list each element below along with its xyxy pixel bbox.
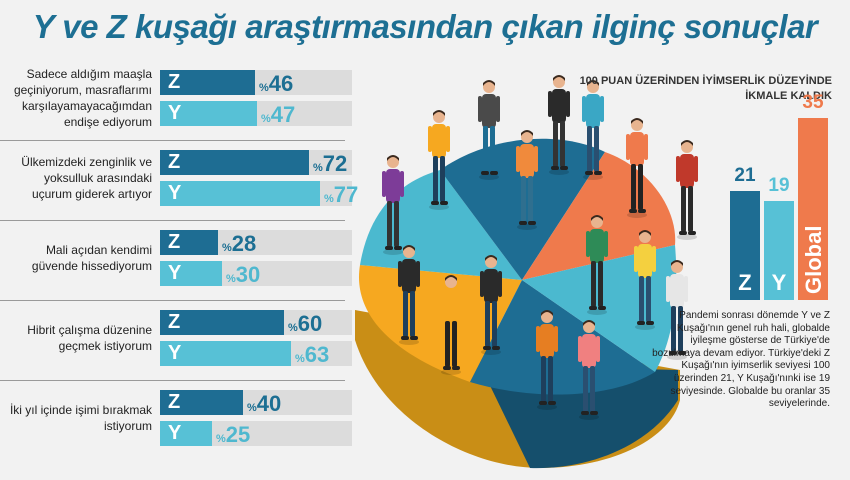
bar-track: Z %40	[160, 390, 352, 417]
bar-letter-z: Z	[168, 151, 181, 173]
bar-track: Z %46	[160, 70, 352, 97]
bar-letter-z: Z	[168, 231, 181, 253]
person-figure	[478, 80, 500, 180]
percent-symbol: %	[216, 433, 226, 445]
optimism-value-y: 19	[768, 175, 790, 196]
bar-y: Y	[160, 101, 257, 126]
value-number: 77	[333, 182, 359, 207]
bar-track: Z %72	[160, 150, 352, 177]
optimism-bar-global	[798, 118, 828, 300]
bar-z: Z	[160, 70, 255, 95]
percent-symbol: %	[261, 113, 271, 125]
bar-track: Y %30	[160, 261, 352, 288]
bar-track: Y %47	[160, 101, 352, 128]
value-number: 72	[322, 151, 348, 176]
bar-y: Y	[160, 261, 222, 286]
percent-symbol: %	[226, 273, 236, 285]
optimism-bar-z	[730, 191, 760, 300]
value-label-y: %25	[216, 422, 250, 448]
bar-z: Z	[160, 390, 243, 415]
question-label: Sadece aldığım maaşla geçiniyorum, masra…	[13, 67, 152, 129]
optimism-value-global: 35	[802, 92, 824, 113]
optimism-label-z: Z	[738, 270, 752, 295]
bar-letter-z: Z	[168, 391, 181, 413]
bar-letter-z: Z	[168, 71, 181, 93]
page-title: Y ve Z kuşağı araştırmasından çıkan ilgi…	[32, 8, 818, 45]
value-label-z: %72	[313, 151, 347, 177]
row-divider	[0, 140, 345, 141]
value-label-z: %40	[247, 391, 281, 417]
person-figure	[440, 275, 462, 375]
bar-letter-y: Y	[168, 182, 182, 204]
bar-z: Z	[160, 230, 218, 255]
person-figure	[586, 215, 608, 315]
value-number: 25	[225, 422, 251, 447]
value-number: 46	[268, 71, 294, 96]
person-figure	[480, 255, 502, 355]
percent-symbol: %	[313, 162, 323, 174]
bar-letter-z: Z	[168, 311, 181, 333]
bar-letter-y: Y	[168, 262, 182, 284]
person-figure	[582, 80, 604, 180]
bar-y: Y	[160, 341, 291, 366]
value-label-z: %28	[222, 231, 256, 257]
bar-track: Y %25	[160, 421, 352, 448]
bar-y: Y	[160, 421, 212, 446]
row-divider	[0, 220, 345, 221]
optimism-label-global: Global	[801, 225, 826, 294]
person-figure	[516, 130, 538, 230]
person-figure	[666, 260, 688, 360]
bar-track: Y %63	[160, 341, 352, 368]
optimism-bar-y	[764, 201, 794, 300]
person-figure	[382, 155, 404, 255]
bar-track: Z %60	[160, 310, 352, 337]
value-label-z: %46	[259, 71, 293, 97]
value-number: 30	[235, 262, 261, 287]
percent-symbol: %	[222, 242, 232, 254]
percent-symbol: %	[324, 193, 334, 205]
percent-symbol: %	[295, 353, 305, 365]
value-number: 47	[270, 102, 296, 127]
person-figure	[626, 118, 648, 218]
question-label: İki yıl içinde işimi bırakmak istiyorum	[9, 403, 152, 433]
bar-letter-y: Y	[168, 422, 182, 444]
pie-slice-darkblue-bottom	[470, 280, 655, 395]
question-label: Mali açıdan kendimi güvende hissediyorum	[31, 243, 152, 273]
person-figure	[548, 75, 570, 175]
note-text: Pandemi sonrası dönemde Y ve Z Kuşağı'nı…	[652, 310, 830, 410]
value-label-y: %47	[261, 102, 295, 128]
percent-symbol: %	[247, 402, 257, 414]
bar-y: Y	[160, 181, 320, 206]
value-label-y: %30	[226, 262, 260, 288]
value-number: 40	[256, 391, 282, 416]
value-label-y: %77	[324, 182, 358, 208]
percent-symbol: %	[259, 82, 269, 94]
value-number: 60	[297, 311, 323, 336]
person-figure	[536, 310, 558, 410]
value-number: 63	[304, 342, 330, 367]
bar-letter-y: Y	[168, 102, 182, 124]
value-label-z: %60	[288, 311, 322, 337]
value-number: 28	[231, 231, 257, 256]
person-figure	[578, 320, 600, 420]
question-label: Ülkemizdeki zenginlik ve yoksulluk arası…	[21, 155, 152, 201]
person-figure	[634, 230, 656, 330]
bar-track: Z %28	[160, 230, 352, 257]
pie-slice-teal-left	[360, 170, 522, 280]
person-figure	[428, 110, 450, 210]
bar-z: Z	[160, 150, 309, 175]
person-figure	[398, 245, 420, 345]
row-divider	[0, 300, 345, 301]
optimism-title: 100 PUAN ÜZERİNDEN İYİMSERLİK DÜZEYİNDE …	[579, 75, 832, 102]
bar-z: Z	[160, 310, 284, 335]
row-divider	[0, 380, 345, 381]
value-label-y: %63	[295, 342, 329, 368]
optimism-label-y: Y	[771, 270, 787, 295]
person-figure	[676, 140, 698, 240]
bar-track: Y %77	[160, 181, 358, 207]
percent-symbol: %	[288, 322, 298, 334]
bar-letter-y: Y	[168, 342, 182, 364]
optimism-value-z: 21	[734, 165, 756, 186]
question-label: Hibrit çalışma düzenine geçmek istiyorum	[27, 323, 152, 353]
